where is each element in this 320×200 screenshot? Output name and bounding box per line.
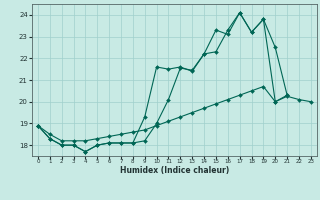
X-axis label: Humidex (Indice chaleur): Humidex (Indice chaleur)	[120, 166, 229, 175]
